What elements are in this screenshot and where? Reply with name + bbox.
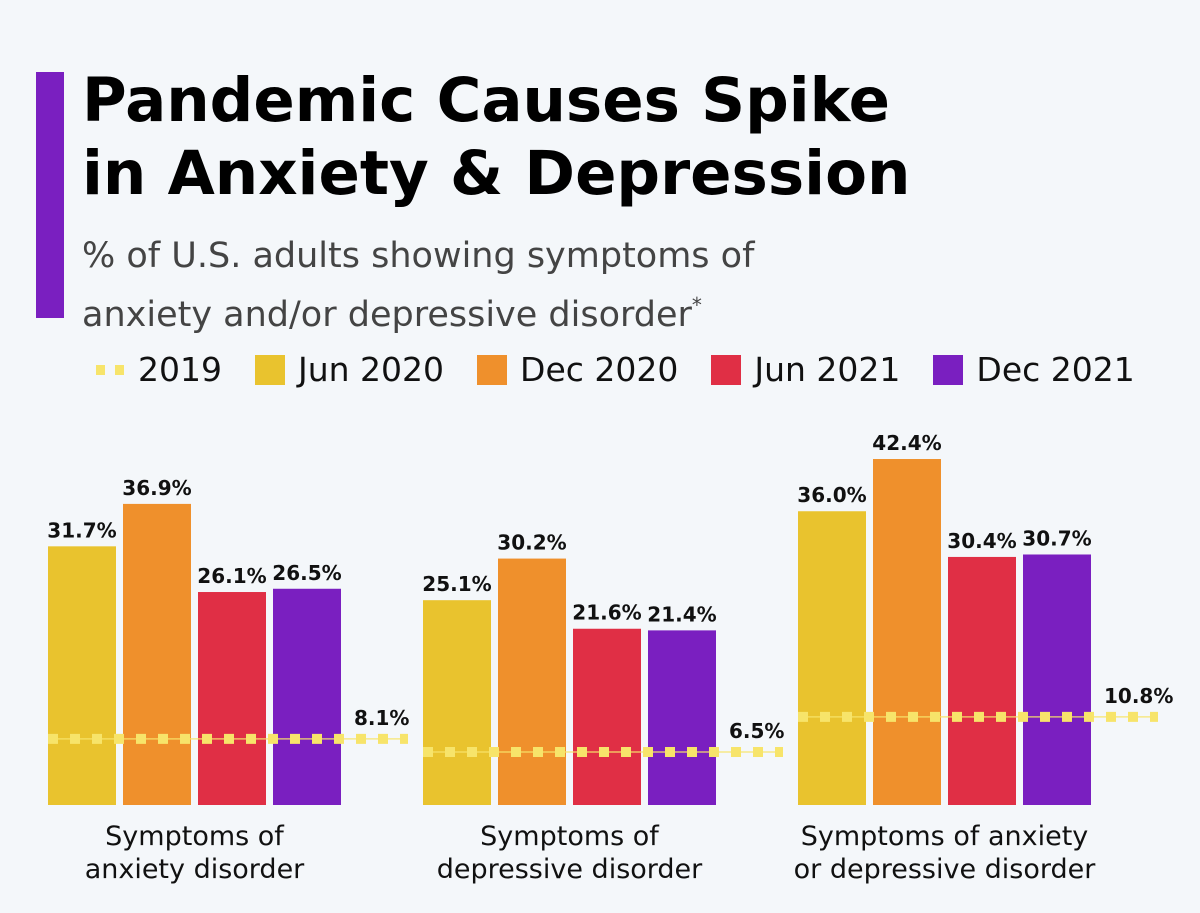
bar-dec-2021-cat2 — [648, 630, 716, 805]
data-label-dec-2020-cat1: 36.9% — [122, 476, 191, 500]
legend-label-dec-2021: Dec 2021 — [976, 350, 1135, 389]
data-label-dec-2020-cat3: 42.4% — [872, 431, 941, 455]
data-label-jun-2020-cat3: 36.0% — [797, 483, 866, 507]
legend-item-2019: 2019 — [96, 350, 222, 389]
category-label-2-line-2: depressive disorder — [437, 854, 703, 885]
bar-jun-2020-cat1 — [48, 546, 116, 805]
bar-dec-2021-cat3 — [1023, 554, 1091, 805]
legend-item-jun-2020: Jun 2020 — [254, 350, 445, 389]
data-label-dec-2021-cat2: 21.4% — [647, 602, 716, 626]
legend: 2019 Jun 2020 Dec 2020 Jun 2021 Dec 2021 — [96, 350, 1168, 389]
category-label-3-line-1: Symptoms of anxiety — [801, 821, 1089, 852]
legend-label-jun-2020: Jun 2020 — [297, 350, 445, 389]
footnote-mark: * — [691, 293, 702, 317]
bar-dec-2021-cat1 — [273, 588, 341, 805]
data-label-dec-2020-cat2: 30.2% — [497, 531, 566, 555]
data-label-jun-2020-cat2: 25.1% — [422, 572, 491, 596]
legend-label-2019: 2019 — [138, 350, 222, 389]
title-line-2: in Anxiety & Depression — [82, 138, 911, 209]
bar-dec-2020-cat3 — [873, 459, 941, 805]
data-label-jun-2021-cat3: 30.4% — [947, 529, 1016, 553]
chart-title: Pandemic Causes Spike in Anxiety & Depre… — [82, 64, 1082, 210]
subtitle-line-2: anxiety and/or depressive disorder* — [82, 281, 982, 340]
bar-jun-2021-cat1 — [198, 592, 266, 805]
legend-item-dec-2021: Dec 2021 — [933, 350, 1135, 389]
reference-label-2019-cat1: 8.1% — [354, 706, 409, 730]
data-label-jun-2021-cat1: 26.1% — [197, 564, 266, 588]
legend-swatch-jun-2020 — [254, 354, 285, 385]
bar-jun-2021-cat2 — [573, 628, 641, 805]
accent-bar — [36, 72, 64, 318]
bar-jun-2020-cat2 — [423, 600, 491, 805]
category-label-1-line-2: anxiety disorder — [85, 854, 305, 885]
category-label-1-line-1: Symptoms of — [105, 821, 285, 852]
legend-label-dec-2020: Dec 2020 — [520, 350, 679, 389]
legend-item-jun-2021: Jun 2021 — [711, 350, 900, 389]
reference-label-2019-cat3: 10.8% — [1104, 684, 1173, 708]
legend-swatch-dec-2021 — [933, 354, 964, 385]
reference-label-2019-cat2: 6.5% — [729, 719, 784, 743]
legend-swatch-2019 — [96, 364, 124, 375]
legend-label-jun-2021: Jun 2021 — [754, 350, 901, 389]
subtitle-line-1: % of U.S. adults showing symptoms of — [82, 236, 755, 276]
bar-dec-2020-cat2 — [498, 558, 566, 805]
chart-subtitle: % of U.S. adults showing symptoms of anx… — [82, 232, 982, 340]
data-label-jun-2021-cat2: 21.6% — [572, 601, 641, 625]
category-label-3-line-2: or depressive disorder — [794, 854, 1097, 885]
bar-dec-2020-cat1 — [123, 503, 191, 805]
legend-swatch-dec-2020 — [477, 354, 508, 385]
legend-swatch-jun-2021 — [711, 354, 742, 385]
data-label-jun-2020-cat1: 31.7% — [47, 518, 116, 542]
subtitle-line-2-text: anxiety and/or depressive disorder — [82, 295, 692, 335]
data-label-dec-2021-cat3: 30.7% — [1022, 526, 1091, 550]
title-line-1: Pandemic Causes Spike — [82, 65, 890, 136]
data-label-dec-2021-cat1: 26.5% — [272, 561, 341, 585]
bar-jun-2020-cat3 — [798, 511, 866, 805]
legend-item-dec-2020: Dec 2020 — [477, 350, 678, 389]
category-label-2-line-1: Symptoms of — [480, 821, 660, 852]
bar-jun-2021-cat3 — [948, 556, 1016, 805]
